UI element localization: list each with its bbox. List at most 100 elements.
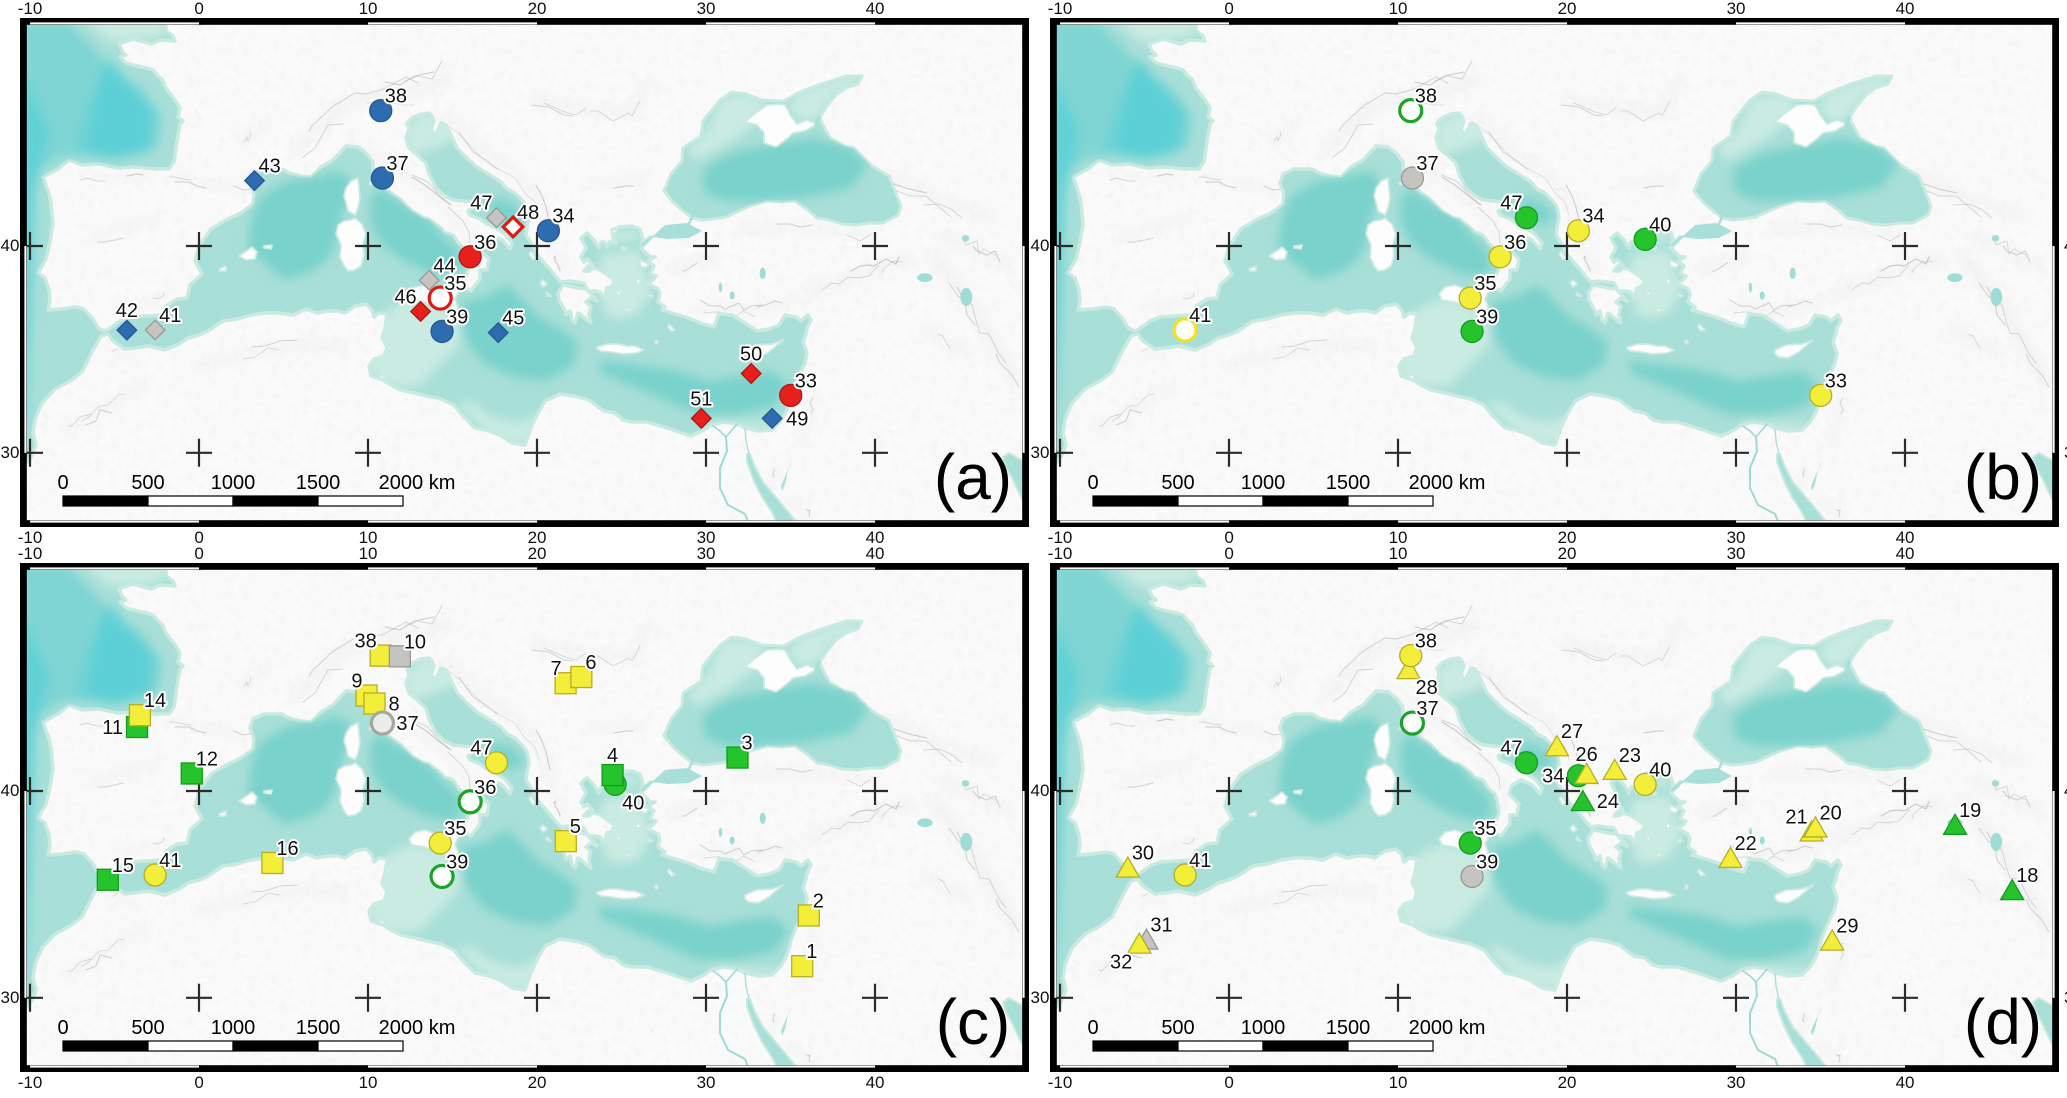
lon-tick-label: 20 (1558, 1073, 1577, 1092)
scale-bar-label: 1000 (211, 472, 256, 494)
marker-label-site-29: 29 (1836, 916, 1858, 938)
lon-tick-label: 0 (194, 1073, 203, 1092)
marker-label-site-45: 45 (502, 308, 524, 330)
scale-bar-label: 2000 km (1409, 472, 1486, 494)
frame-tick-band (24, 22, 1025, 523)
scale-bar-label: 0 (1087, 1017, 1098, 1039)
marker-site-44 (418, 269, 440, 291)
lat-tick-label: 40 (1, 781, 20, 800)
marker-label-site-12: 12 (196, 748, 218, 770)
frame-tick-band (24, 567, 1025, 1068)
marker-label-site-39: 39 (1476, 306, 1498, 328)
marker-site-1 (791, 955, 814, 978)
marker-site-33 (1809, 383, 1833, 408)
scale-bar-label: 2000 km (379, 472, 456, 494)
marker-label-site-18: 18 (2016, 865, 2038, 887)
marker-label-site-33: 33 (1825, 370, 1847, 392)
lon-tick-label: 10 (359, 0, 378, 18)
panel-b: 0 500 1000 1500 2000 km (b) 38 37 47 34 40 36 35 39 41… (1047, 19, 2057, 525)
lat-tick-label: 30 (2064, 443, 2067, 462)
scale-bar-label: 1500 (296, 472, 341, 494)
frame-band-white-segment (706, 22, 876, 25)
lon-tick-label: -10 (1048, 0, 1073, 18)
marker-label-site-48: 48 (517, 202, 539, 224)
marker-site-39 (1460, 319, 1484, 344)
scale-bar-label: 1500 (1326, 472, 1371, 494)
marker-label-site-47: 47 (470, 738, 492, 760)
marker-labels-layer: 28 38 37 27 47 34 26 23 24 40 19 21 20 22 35 39 30 41 31 32… (1108, 629, 2040, 976)
scale-bar-label: 1000 (211, 1017, 256, 1039)
lon-tick-label: 10 (359, 528, 378, 547)
marker-site-5 (554, 829, 577, 853)
marker-label-site-41: 41 (159, 850, 181, 872)
marker-label-site-10: 10 (404, 631, 426, 653)
lon-tick-label: 40 (1896, 544, 1915, 563)
lat-tick-label: 40 (1031, 781, 1050, 800)
frame-band-white-segment (706, 1065, 876, 1068)
marker-site-37 (369, 710, 396, 736)
marker-label-site-37: 37 (386, 153, 408, 175)
marker-label-site-39: 39 (446, 306, 468, 328)
marker-site-2 (797, 904, 820, 927)
marker-label-site-22: 22 (1734, 833, 1756, 855)
frame-band-white-segment (1398, 1065, 1568, 1068)
marker-label-site-39: 39 (1476, 851, 1498, 873)
marker-site-41 (1173, 863, 1197, 887)
marker-site-39 (429, 863, 455, 890)
marker-label-site-30: 30 (1132, 843, 1154, 865)
frame-band-white-segment (1736, 1065, 1906, 1068)
marker-label-site-8: 8 (388, 694, 399, 716)
lon-tick-label: 10 (359, 544, 378, 563)
frame-band-white-segment (1022, 246, 1025, 453)
scale-bar-label: 0 (1087, 472, 1098, 494)
panel-letter-c: (c) (936, 986, 1011, 1058)
lon-tick-label: -10 (18, 1073, 43, 1092)
marker-label-site-35: 35 (1474, 818, 1496, 840)
lon-tick-label: 30 (697, 1073, 716, 1092)
scale-bar-label: 1000 (1241, 472, 1286, 494)
marker-label-site-47: 47 (1500, 738, 1522, 760)
marker-label-site-44: 44 (433, 255, 455, 277)
scale-bar-label: 500 (1161, 1017, 1194, 1039)
marker-site-19 (1942, 813, 1968, 835)
scale-bar-segment (1262, 495, 1349, 507)
marker-site-22 (1717, 846, 1744, 869)
marker-label-site-35: 35 (444, 818, 466, 840)
lon-tick-label: 30 (697, 544, 716, 563)
lon-tick-label: 20 (1558, 528, 1577, 547)
marker-label-site-16: 16 (276, 838, 298, 860)
marker-site-15 (96, 868, 119, 891)
lon-tick-label: 10 (1389, 0, 1408, 18)
scale-bar-label: 0 (57, 1017, 68, 1039)
frame-band-white-segment (30, 22, 200, 25)
frame-band-white-segment (1060, 22, 1230, 25)
marker-site-45 (487, 321, 509, 344)
marker-label-site-15: 15 (112, 855, 134, 877)
lon-tick-label: 40 (1896, 1073, 1915, 1092)
marker-label-site-41: 41 (159, 305, 181, 327)
marker-label-site-40: 40 (1649, 759, 1671, 781)
frame-band-white-segment (368, 567, 538, 570)
lon-tick-label: 0 (194, 528, 203, 547)
frame-band-white-segment (1060, 567, 1230, 570)
marker-label-site-1: 1 (806, 941, 817, 963)
marker-site-4 (601, 763, 624, 787)
marker-site-43 (243, 169, 266, 192)
marker-label-site-26: 26 (1576, 744, 1598, 766)
marker-site-30 (1115, 855, 1141, 878)
markers-layer (1115, 643, 2025, 954)
lon-tick-label: 30 (1727, 1073, 1746, 1092)
scale-bar: 0 500 1000 1500 2000 km (57, 1017, 455, 1052)
marker-label-site-34: 34 (1542, 766, 1564, 788)
marker-label-site-36: 36 (1504, 232, 1526, 254)
lat-tick-label: 30 (1, 988, 20, 1007)
scale-bar-segment (62, 1040, 149, 1052)
lon-tick-label: 30 (1727, 0, 1746, 18)
basemap-instance (1047, 19, 2055, 524)
lon-tick-label: 30 (1727, 544, 1746, 563)
scale-bar: 0 500 1000 1500 2000 km (57, 472, 456, 507)
frame-band-white-segment (2052, 246, 2055, 453)
